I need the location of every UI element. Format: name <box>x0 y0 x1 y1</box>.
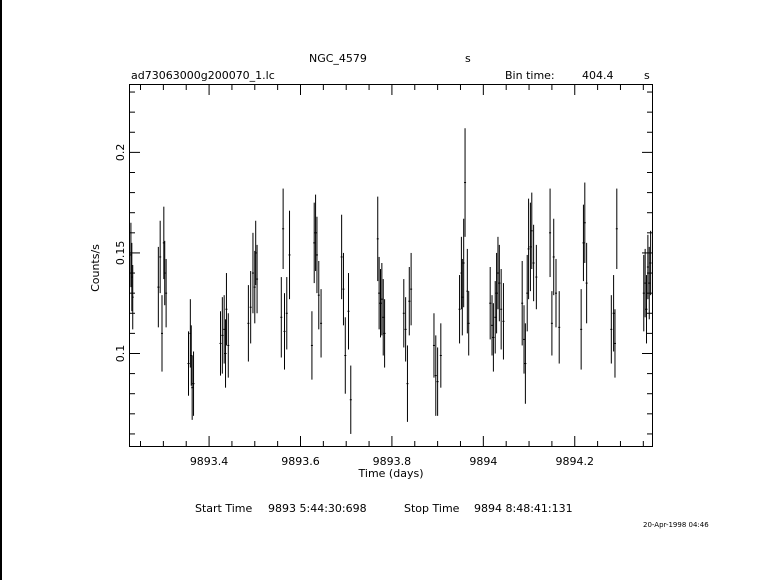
x-tick-label: 9893.4 <box>190 455 229 468</box>
axis-ticks <box>130 85 652 446</box>
data-points <box>129 128 652 434</box>
object-unit: s <box>465 52 471 65</box>
plot-timestamp: 20-Apr-1998 04:46 <box>643 521 709 529</box>
x-tick-label: 9893.8 <box>373 455 412 468</box>
x-tick-label: 9894.2 <box>556 455 595 468</box>
x-axis-label: Time (days) <box>358 467 424 480</box>
y-tick-label: 0.2 <box>114 144 127 162</box>
bin-time-unit: s <box>644 69 650 82</box>
x-tick-label: 9893.6 <box>281 455 320 468</box>
bin-time-label: Bin time: <box>505 69 555 82</box>
start-time-label: Start Time <box>195 502 253 515</box>
stop-time-value: 9894 8:48:41:131 <box>474 502 573 515</box>
object-name: NGC_4579 <box>309 52 367 65</box>
plot-frame <box>129 84 653 447</box>
y-axis-label: Counts/s <box>89 244 102 292</box>
x-tick-label: 9894 <box>469 455 497 468</box>
start-time-value: 9893 5:44:30:698 <box>268 502 367 515</box>
window-left-border <box>0 0 2 580</box>
stop-time-label: Stop Time <box>404 502 460 515</box>
bin-time-value: 404.4 <box>582 69 614 82</box>
y-tick-label: 0.1 <box>114 345 127 363</box>
y-tick-label: 0.15 <box>114 241 127 266</box>
file-name: ad73063000g200070_1.lc <box>131 69 275 82</box>
axis-tick-labels: 9893.4 9893.6 9893.8 9894 9894.2 0.1 0.15 0.2 <box>114 144 594 468</box>
